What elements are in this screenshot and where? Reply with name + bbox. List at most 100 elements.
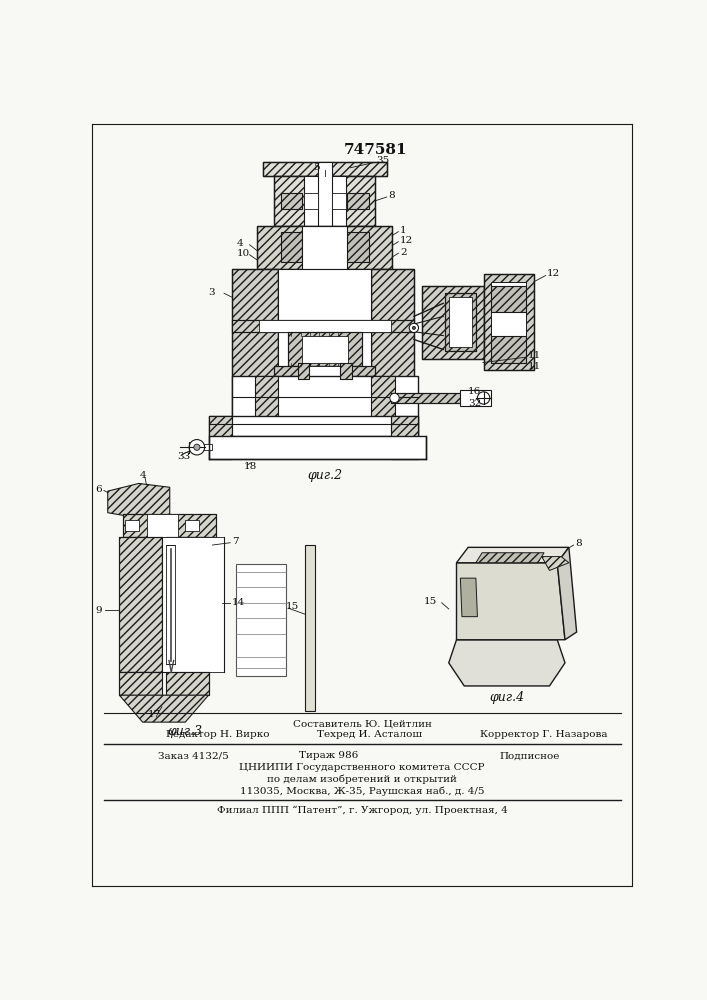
Text: 113035, Москва, Ж-35, Раушская наб., д. 4/5: 113035, Москва, Ж-35, Раушская наб., д. …: [240, 786, 484, 796]
Text: по делам изобретений и открытий: по делам изобретений и открытий: [267, 774, 457, 784]
Text: 4: 4: [237, 239, 244, 248]
Bar: [185, 520, 199, 531]
Bar: [421, 286, 484, 359]
Bar: [445, 293, 476, 351]
Bar: [232, 320, 414, 332]
Bar: [303, 226, 347, 269]
Circle shape: [412, 326, 416, 329]
Bar: [232, 269, 279, 423]
Text: 7: 7: [232, 537, 238, 546]
Text: 9: 9: [95, 606, 102, 615]
Text: Филиал ППП “Патент”, г. Ужгород, ул. Проектная, 4: Филиал ППП “Патент”, г. Ужгород, ул. Про…: [216, 805, 508, 815]
Bar: [304, 193, 317, 209]
Text: 12: 12: [547, 269, 561, 278]
Bar: [119, 672, 209, 695]
Bar: [146, 514, 177, 537]
Polygon shape: [449, 640, 565, 686]
Circle shape: [189, 440, 204, 455]
Text: 11: 11: [528, 351, 541, 360]
Bar: [301, 336, 348, 363]
Text: 16: 16: [468, 387, 481, 396]
Bar: [491, 336, 526, 363]
Bar: [123, 514, 216, 537]
Bar: [257, 226, 392, 269]
Bar: [332, 193, 346, 209]
Text: 15: 15: [286, 602, 299, 611]
Polygon shape: [542, 557, 569, 570]
Bar: [119, 672, 162, 695]
Bar: [166, 537, 209, 672]
Bar: [445, 293, 476, 351]
Text: Тираж 986: Тираж 986: [299, 751, 358, 760]
Circle shape: [477, 392, 490, 404]
Bar: [209, 416, 232, 459]
Bar: [301, 366, 348, 376]
Text: 8: 8: [575, 539, 582, 548]
Bar: [391, 416, 418, 459]
Bar: [119, 537, 162, 672]
Text: 18: 18: [243, 462, 257, 471]
Bar: [274, 366, 375, 376]
Bar: [166, 545, 175, 664]
Circle shape: [390, 393, 399, 403]
Bar: [391, 416, 418, 459]
Bar: [371, 376, 395, 437]
Text: 15: 15: [424, 597, 437, 606]
Bar: [288, 332, 362, 366]
Text: 5: 5: [313, 163, 320, 172]
Bar: [162, 537, 224, 672]
Text: Заказ 4132/5: Заказ 4132/5: [158, 751, 229, 760]
Bar: [263, 162, 301, 176]
Text: 17: 17: [148, 710, 161, 719]
Bar: [123, 514, 216, 537]
Bar: [274, 176, 375, 226]
Bar: [274, 366, 375, 376]
Bar: [166, 537, 209, 672]
Polygon shape: [557, 547, 577, 640]
Polygon shape: [460, 578, 477, 617]
Text: 33: 33: [177, 452, 191, 461]
Bar: [232, 376, 418, 437]
Text: Техред И. Асталош: Техред И. Асталош: [317, 730, 422, 739]
Bar: [347, 232, 369, 262]
Text: 747581: 747581: [344, 143, 407, 157]
Bar: [203, 444, 212, 450]
Bar: [119, 537, 162, 672]
Bar: [491, 282, 526, 363]
Bar: [298, 363, 309, 379]
Bar: [348, 162, 387, 176]
Bar: [298, 363, 309, 379]
Bar: [371, 269, 414, 400]
Text: 32: 32: [468, 399, 481, 408]
Bar: [491, 286, 526, 312]
Text: 14: 14: [232, 598, 245, 607]
Polygon shape: [457, 547, 569, 563]
Text: 12: 12: [400, 236, 413, 245]
Bar: [263, 162, 387, 176]
Bar: [274, 176, 375, 226]
Text: 4: 4: [139, 471, 146, 480]
Text: φиг.4: φиг.4: [489, 691, 525, 704]
Bar: [391, 393, 468, 403]
Bar: [305, 545, 315, 711]
Text: 10: 10: [237, 249, 250, 258]
Bar: [279, 269, 371, 400]
Text: 6: 6: [95, 485, 102, 494]
Text: 35: 35: [377, 156, 390, 165]
Polygon shape: [476, 553, 544, 563]
Bar: [449, 297, 472, 347]
Bar: [391, 393, 468, 403]
Bar: [281, 193, 303, 209]
Polygon shape: [107, 483, 170, 518]
Text: φиг.3: φиг.3: [168, 725, 203, 738]
Text: 11: 11: [528, 362, 541, 371]
Text: Подписное: Подписное: [499, 751, 559, 760]
Text: 2: 2: [400, 248, 407, 257]
Bar: [347, 193, 369, 209]
Bar: [166, 672, 209, 695]
Bar: [232, 320, 414, 332]
Text: ЦНИИПИ Государственного комитета СССР: ЦНИИПИ Государственного комитета СССР: [239, 763, 485, 772]
Bar: [460, 389, 491, 406]
Bar: [259, 320, 391, 332]
Bar: [257, 226, 392, 269]
